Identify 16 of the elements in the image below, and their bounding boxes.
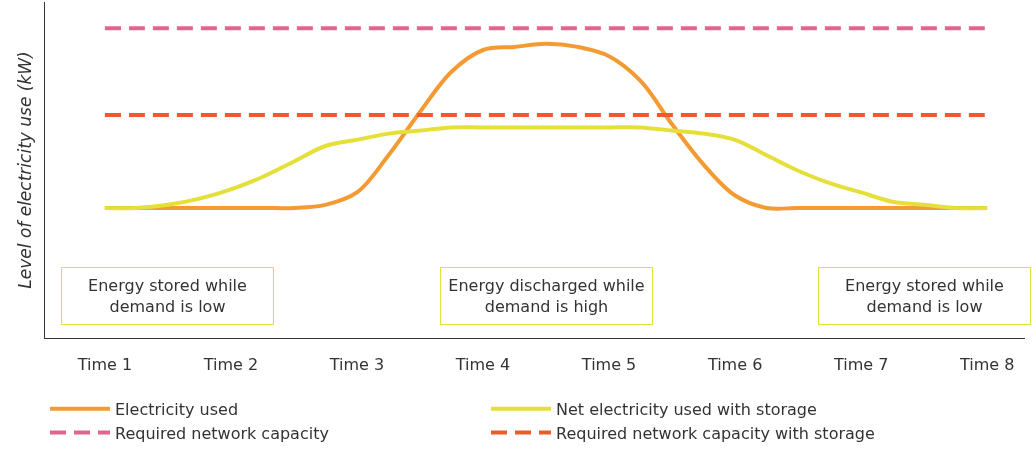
x-tick-label: Time 5 — [580, 355, 637, 375]
annotation: Energy stored while demand is low — [88, 276, 247, 316]
x-tick-label: Time 1 — [76, 355, 133, 375]
x-tick-label: Time 6 — [706, 355, 763, 375]
x-tick-label: Time 4 — [454, 355, 511, 375]
annotation: Energy discharged while demand is high — [448, 276, 645, 316]
x-tick-label: Time 2 — [202, 355, 259, 375]
legend-label: Net electricity used with storage — [556, 399, 817, 419]
annotation: Energy stored while demand is low — [845, 276, 1004, 316]
x-tick-label: Time 7 — [832, 355, 889, 375]
x-tick-label: Time 3 — [328, 355, 385, 375]
x-tick-label: Time 8 — [958, 355, 1015, 375]
legend-label: Required network capacity with storage — [556, 423, 875, 443]
legend-label: Required network capacity — [115, 423, 329, 443]
y-axis-title: Level of electricity use (kW) — [14, 51, 35, 289]
legend-label: Electricity used — [115, 399, 239, 419]
